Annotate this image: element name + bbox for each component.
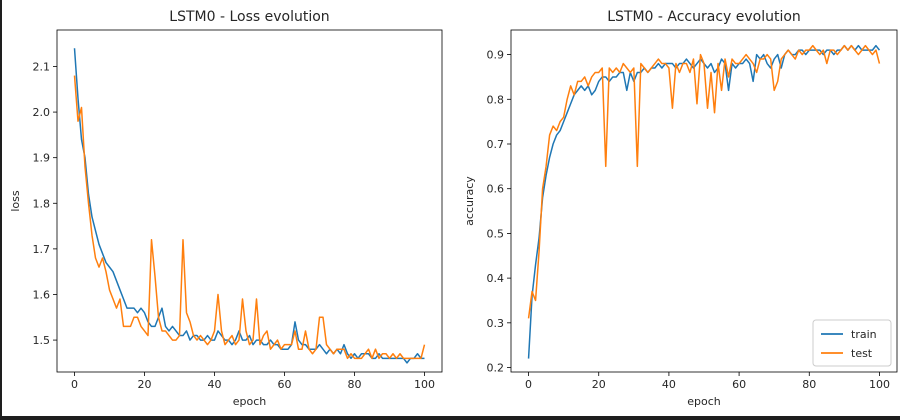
y-tick-label: 0.6 — [487, 183, 505, 196]
x-tick-label: 80 — [348, 378, 362, 391]
y-tick-label: 1.6 — [33, 288, 51, 301]
y-tick-label: 0.4 — [487, 272, 505, 285]
y-tick-label: 0.7 — [487, 138, 505, 151]
legend-box — [812, 319, 892, 367]
chart-title: LSTM0 - Loss evolution — [169, 9, 329, 25]
y-tick-label: 0.2 — [487, 362, 505, 375]
x-tick-label: 0 — [525, 378, 532, 391]
legend-label-test: test — [851, 347, 873, 360]
x-tick-label: 100 — [869, 378, 890, 391]
x-axis-label: epoch — [233, 395, 267, 408]
y-axis-label: accuracy — [463, 176, 476, 226]
series-line-0 — [73, 48, 425, 364]
x-axis-label: epoch — [687, 395, 721, 408]
y-tick-label: 1.7 — [33, 243, 51, 256]
y-tick-label: 2.0 — [33, 106, 51, 119]
legend: train test — [812, 319, 892, 367]
y-tick-label: 0.8 — [487, 93, 505, 106]
x-tick-label: 20 — [138, 378, 152, 391]
x-tick-label: 20 — [592, 378, 606, 391]
y-tick-label: 2.1 — [33, 60, 51, 73]
accuracy-chart: LSTM0 - Accuracy evolution 0 20 40 60 80 100 0.… — [463, 9, 898, 408]
x-tick-label: 40 — [208, 378, 222, 391]
legend-label-train: train — [851, 328, 877, 341]
chart-title: LSTM0 - Accuracy evolution — [607, 9, 801, 25]
plot-frame — [56, 29, 443, 373]
x-tick-label: 40 — [662, 378, 676, 391]
window-frame-bottom — [0, 416, 900, 420]
x-tick-label: 80 — [802, 378, 816, 391]
series-line-test — [527, 44, 881, 319]
x-tick-label: 100 — [414, 378, 435, 391]
window-frame-left — [0, 0, 2, 420]
series-line-train — [527, 44, 881, 359]
loss-chart: LSTM0 - Loss evolution 0 20 40 60 80 100 1.5 1.6… — [9, 9, 443, 408]
x-tick-label: 0 — [71, 378, 78, 391]
y-tick-label: 0.9 — [487, 49, 505, 62]
y-tick-label: 0.5 — [487, 227, 505, 240]
y-tick-label: 0.3 — [487, 317, 505, 330]
y-axis-label: loss — [9, 190, 22, 212]
series-line-1 — [73, 75, 426, 360]
y-tick-label: 1.5 — [33, 334, 51, 347]
y-tick-label: 1.8 — [33, 197, 51, 210]
y-tick-label: 1.9 — [33, 152, 51, 165]
x-tick-label: 60 — [278, 378, 292, 391]
x-tick-label: 60 — [732, 378, 746, 391]
plot-frame — [510, 29, 898, 373]
